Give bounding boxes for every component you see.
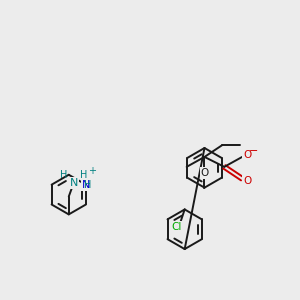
Text: O: O: [200, 168, 208, 178]
Text: Cl: Cl: [172, 222, 182, 232]
Text: N: N: [82, 180, 90, 190]
Text: +: +: [88, 166, 95, 176]
Text: H: H: [60, 170, 68, 180]
Text: O: O: [243, 176, 251, 186]
Text: N: N: [70, 178, 78, 188]
Text: −: −: [249, 146, 259, 156]
Text: H: H: [80, 170, 87, 180]
Text: H: H: [84, 180, 91, 190]
Text: O: O: [243, 150, 251, 160]
